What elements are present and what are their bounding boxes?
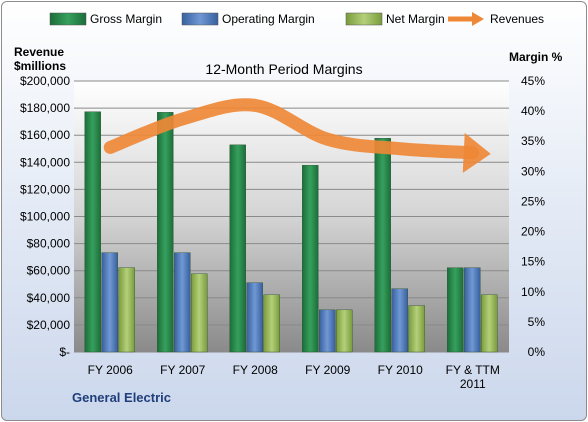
gross-margin-bar (157, 112, 174, 353)
left-tick-label: $140,000 (20, 155, 70, 169)
operating-margin-bar (391, 288, 408, 353)
left-tick-label: $180,000 (20, 101, 70, 115)
legend-swatch-revenues-arrowhead (472, 12, 484, 26)
gross-margin-bar (374, 138, 391, 353)
net-margin-bar (263, 294, 280, 353)
operating-margin-bar (464, 267, 481, 353)
right-tick-label: 0% (528, 345, 546, 359)
right-tick-label: 5% (528, 315, 546, 329)
footer-company-name: General Electric (72, 390, 171, 405)
legend-label-gross-margin: Gross Margin (90, 12, 162, 26)
left-tick-label: $160,000 (20, 128, 70, 142)
net-margin-bar (118, 267, 135, 353)
legend-swatch-operating-margin (181, 12, 219, 26)
x-labels: FY 2006 FY 2007 FY 2008 FY 2009 FY 2010 FY & … (88, 363, 500, 391)
operating-margin-bar (101, 252, 118, 353)
x-category-label-line: 2011 (460, 377, 486, 391)
right-tick-label: 35% (521, 134, 545, 148)
left-tick-label: $60,000 (27, 264, 71, 278)
legend-label-revenues: Revenues (490, 12, 544, 26)
legend-swatch-net-margin (345, 12, 383, 26)
left-axis-title-line2: $millions (14, 59, 66, 73)
operating-margin-bar (174, 252, 191, 353)
legend-label-net-margin: Net Margin (386, 12, 445, 26)
gross-margin-bar (84, 111, 101, 353)
net-margin-bar (408, 305, 425, 353)
gross-margin-bar (447, 267, 464, 353)
x-category-label: FY & TTM 2011 (446, 363, 500, 391)
x-category-label: FY 2007 (160, 363, 205, 377)
left-tick-label: $200,000 (20, 74, 70, 88)
net-margin-bar (481, 294, 498, 353)
right-tick-label: 30% (521, 164, 545, 178)
operating-margin-bar (246, 282, 263, 353)
revenue-line (103, 98, 480, 160)
left-tick-label: $20,000 (27, 318, 71, 332)
x-category-label: FY 2010 (378, 363, 423, 377)
chart-title: 12-Month Period Margins (205, 61, 362, 77)
left-tick-label: $120,000 (20, 182, 70, 196)
left-tick-label: $80,000 (27, 237, 71, 251)
x-category-label-line: FY & TTM (446, 363, 500, 377)
right-tick-label: 40% (521, 104, 545, 118)
right-tick-label: 20% (521, 225, 545, 239)
right-tick-label: 10% (521, 285, 545, 299)
x-category-label: FY 2008 (233, 363, 278, 377)
x-category-label: FY 2006 (88, 363, 133, 377)
right-tick-label: 15% (521, 255, 545, 269)
gross-margin-bar (302, 165, 319, 353)
y-left-ticks: $- $20,000 $40,000 $60,000 $80,000 $100,000 $1… (20, 74, 70, 359)
gross-margin-bar (229, 144, 246, 353)
net-margin-bar (191, 273, 208, 353)
left-tick-label: $40,000 (27, 291, 71, 305)
right-tick-label: 45% (521, 74, 545, 88)
net-margin-bar (336, 309, 353, 353)
left-tick-label: $- (59, 345, 70, 359)
revenue-arrowhead (462, 132, 491, 173)
left-axis-title-line1: Revenue (14, 45, 64, 59)
legend: Gross Margin Operating Margin Net Margin Re… (49, 12, 544, 26)
operating-margin-bar (319, 309, 336, 353)
y-right-ticks: 0% 5% 10% 15% 20% 25% 30% 35% 40% 45% (521, 74, 545, 359)
bars (84, 111, 498, 353)
legend-label-operating-margin: Operating Margin (222, 12, 315, 26)
legend-swatch-gross-margin (49, 12, 87, 26)
right-tick-label: 25% (521, 194, 545, 208)
right-axis-title: Margin % (509, 50, 563, 64)
left-tick-label: $100,000 (20, 210, 70, 224)
x-category-label: FY 2009 (305, 363, 350, 377)
